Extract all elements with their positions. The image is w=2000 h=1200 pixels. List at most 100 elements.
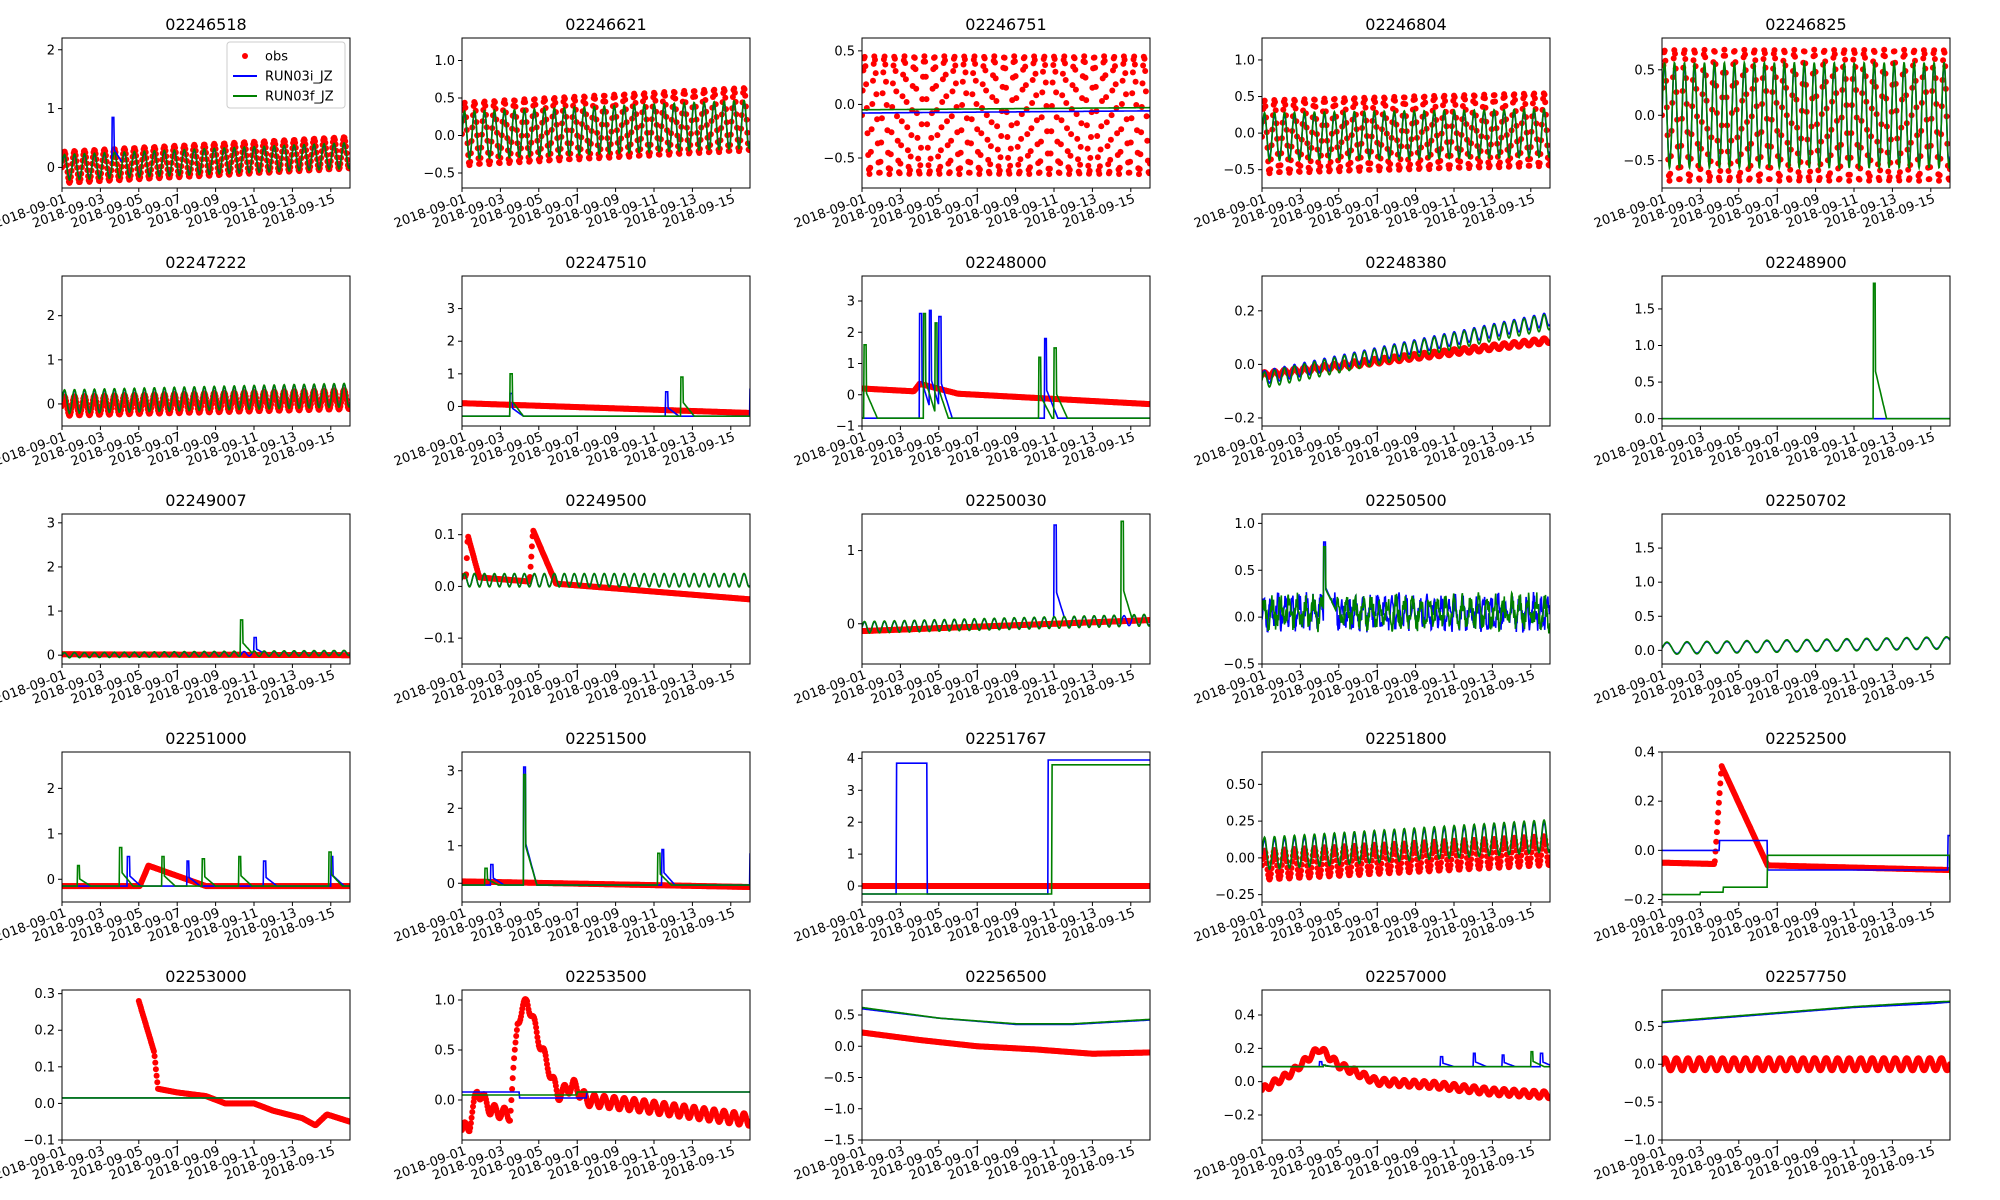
obs-point bbox=[986, 170, 993, 177]
obs-point bbox=[898, 142, 905, 149]
obs-point bbox=[951, 53, 958, 60]
obs-point bbox=[1931, 47, 1938, 54]
obs-point bbox=[1760, 56, 1767, 62]
obs-point bbox=[946, 169, 953, 176]
obs-point bbox=[1062, 60, 1068, 67]
obs-point bbox=[931, 54, 938, 61]
obs-point bbox=[919, 96, 926, 103]
obs-point bbox=[1018, 135, 1025, 142]
obs-point bbox=[1662, 57, 1669, 64]
y-tick-label: 3 bbox=[47, 516, 55, 531]
obs-point bbox=[1466, 162, 1473, 169]
axes-frame bbox=[461, 37, 751, 189]
plot-area bbox=[62, 382, 350, 419]
legend-label: obs bbox=[265, 50, 288, 65]
y-tick-label: 1 bbox=[47, 102, 55, 117]
obs-point bbox=[1129, 90, 1136, 97]
series-obs bbox=[862, 53, 1150, 178]
obs-point bbox=[1014, 120, 1020, 127]
obs-point bbox=[701, 89, 708, 96]
obs-point bbox=[958, 127, 965, 134]
obs-point bbox=[1526, 162, 1533, 169]
obs-point bbox=[1437, 157, 1444, 164]
obs-point bbox=[586, 155, 593, 162]
obs-point bbox=[711, 86, 718, 93]
obs-point bbox=[1381, 95, 1388, 102]
obs-point bbox=[726, 147, 733, 154]
obs-point bbox=[1501, 93, 1508, 100]
obs-point bbox=[983, 112, 990, 119]
obs-point bbox=[242, 141, 249, 148]
obs-point bbox=[1721, 46, 1728, 53]
obs-point bbox=[1921, 50, 1928, 57]
series-RUN03f_JZ bbox=[462, 99, 750, 161]
obs-point bbox=[487, 158, 494, 165]
obs-point bbox=[1372, 99, 1379, 106]
obs-point bbox=[1456, 164, 1463, 171]
obs-point bbox=[1032, 70, 1039, 77]
obs-point bbox=[1064, 125, 1070, 132]
obs-point bbox=[491, 99, 498, 106]
legend-marker-obs bbox=[242, 53, 248, 59]
obs-point bbox=[1033, 92, 1040, 99]
y-tick-label: 1.5 bbox=[1634, 302, 1655, 317]
obs-point bbox=[1075, 156, 1081, 163]
obs-point bbox=[1316, 168, 1323, 175]
obs-point bbox=[1912, 57, 1918, 64]
obs-point bbox=[966, 169, 973, 176]
obs-point bbox=[1083, 97, 1090, 104]
obs-point bbox=[1066, 166, 1073, 173]
obs-point bbox=[1119, 77, 1126, 84]
obs-point bbox=[1142, 68, 1149, 74]
obs-point bbox=[1676, 176, 1683, 183]
obs-point bbox=[1807, 168, 1814, 175]
obs-point bbox=[1077, 161, 1084, 168]
obs-point bbox=[1531, 95, 1538, 102]
obs-point bbox=[1112, 81, 1119, 88]
obs-point bbox=[312, 138, 318, 145]
obs-point bbox=[1147, 160, 1150, 167]
obs-point bbox=[721, 87, 728, 94]
obs-point bbox=[943, 93, 950, 100]
plot-area bbox=[462, 527, 750, 603]
plot-area bbox=[862, 309, 1150, 419]
obs-point bbox=[897, 160, 904, 167]
obs-point bbox=[676, 150, 683, 157]
obs-point bbox=[901, 53, 908, 60]
legend-box bbox=[226, 41, 346, 109]
obs-point bbox=[1011, 58, 1018, 65]
obs-point bbox=[1036, 169, 1043, 176]
series-RUN03f_JZ bbox=[1262, 107, 1550, 163]
obs-point bbox=[1771, 47, 1778, 54]
obs-point bbox=[888, 129, 895, 136]
obs-point bbox=[1836, 175, 1843, 182]
obs-point bbox=[1471, 93, 1478, 99]
obs-point bbox=[1111, 53, 1118, 60]
obs-point bbox=[616, 152, 623, 159]
obs-point bbox=[879, 90, 886, 97]
obs-point bbox=[601, 92, 608, 99]
obs-point bbox=[1901, 51, 1908, 58]
obs-point bbox=[1366, 166, 1373, 173]
obs-point bbox=[482, 102, 489, 109]
obs-point bbox=[878, 139, 885, 146]
obs-point bbox=[1312, 103, 1319, 110]
obs-point bbox=[1392, 97, 1398, 104]
obs-point bbox=[1831, 51, 1838, 58]
obs-point bbox=[902, 60, 909, 66]
obs-point bbox=[636, 152, 643, 159]
obs-point bbox=[1072, 86, 1079, 93]
obs-point bbox=[1886, 174, 1893, 181]
obs-point bbox=[1841, 47, 1848, 54]
obs-point bbox=[1127, 139, 1134, 146]
obs-point bbox=[992, 59, 998, 66]
obs-point bbox=[1098, 123, 1105, 130]
obs-point bbox=[596, 153, 603, 160]
obs-point bbox=[1796, 173, 1803, 180]
obs-point bbox=[1387, 161, 1394, 167]
plot-area bbox=[62, 619, 350, 659]
series-RUN03f_JZ bbox=[62, 142, 350, 182]
obs-point bbox=[912, 66, 919, 73]
obs-point bbox=[924, 144, 931, 151]
